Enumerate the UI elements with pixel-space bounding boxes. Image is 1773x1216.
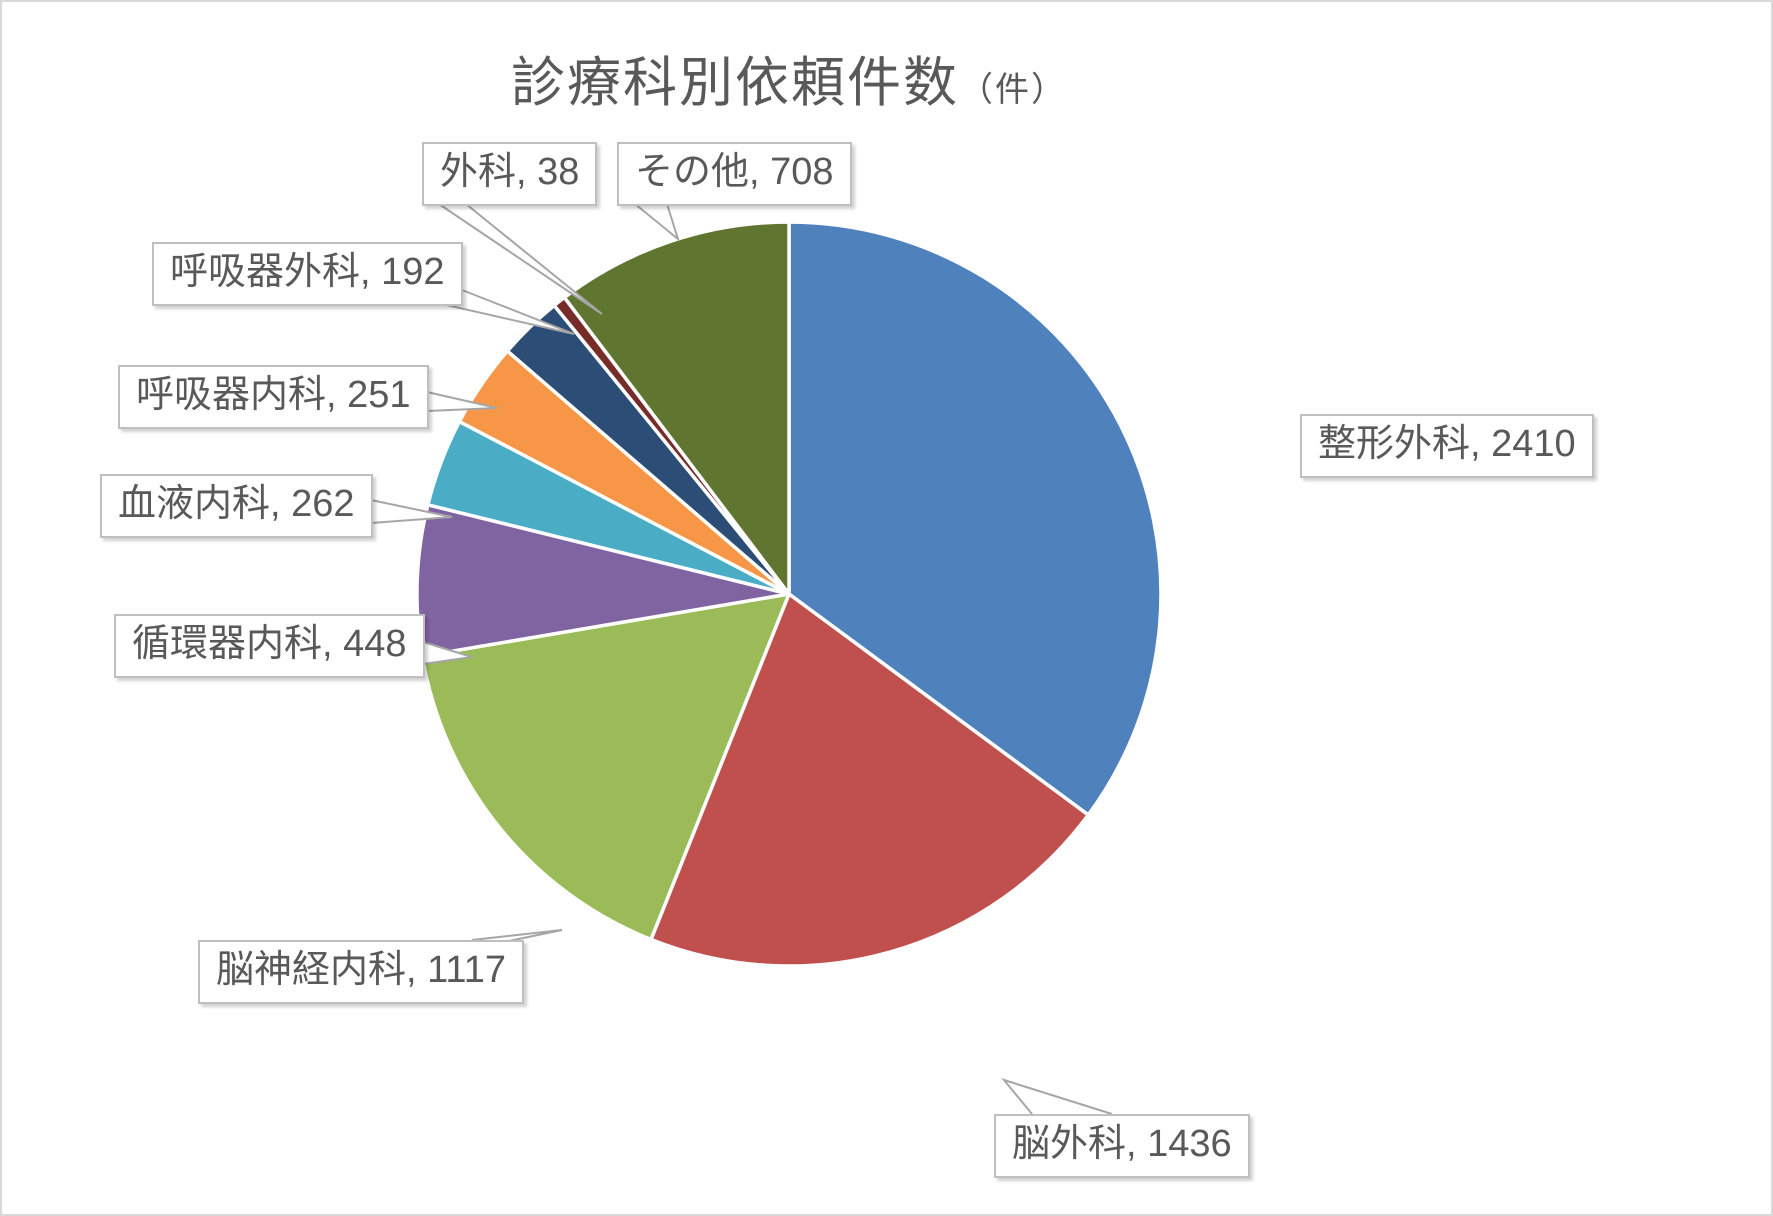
pie-slice-1[interactable] [649,592,1091,968]
chart-title-unit: （件） [959,71,1067,109]
pie-slice-8[interactable] [562,220,791,596]
data-label-3[interactable]: 循環器内科, 448 [114,614,425,678]
pie-slice-0[interactable] [787,220,1163,817]
leader-line-5 [426,391,498,412]
chart-title[interactable]: 診療科別依頼件数（件） [2,38,1576,117]
pie-slice-2[interactable] [420,592,791,942]
leader-line-2 [471,929,563,943]
data-label-7[interactable]: 外科, 38 [422,142,598,206]
leader-line-3 [422,641,473,665]
leader-line-8 [634,203,680,242]
leader-line-1 [1001,1078,1113,1115]
data-label-6[interactable]: 呼吸器外科, 192 [152,242,463,306]
leader-line-6 [441,289,575,335]
data-label-4[interactable]: 血液内科, 262 [100,474,373,538]
leader-line-4 [370,499,453,524]
data-label-5[interactable]: 呼吸器内科, 251 [118,365,429,429]
data-label-0[interactable]: 整形外科, 2410 [1300,414,1594,478]
data-label-1[interactable]: 脳外科, 1436 [994,1114,1250,1178]
chart-title-text: 診療科別依頼件数 [511,53,959,113]
leader-line-7 [438,203,603,315]
data-label-8[interactable]: その他, 708 [617,142,852,206]
data-label-2[interactable]: 脳神経内科, 1117 [198,940,525,1004]
